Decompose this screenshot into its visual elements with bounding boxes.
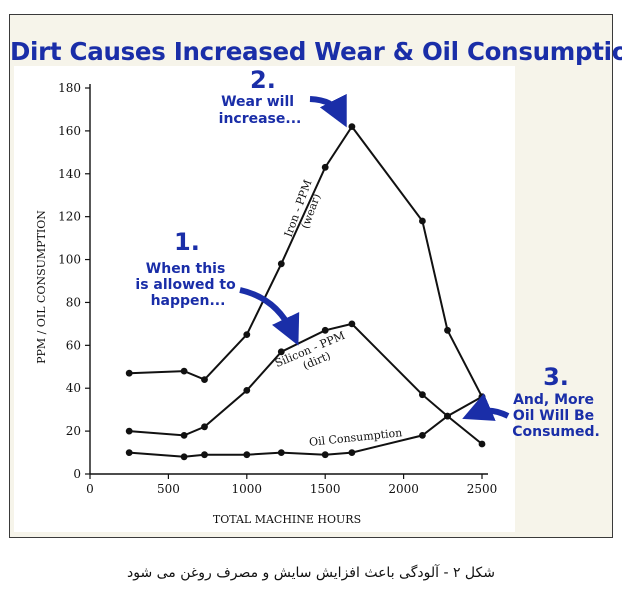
x-tick-label: 500 xyxy=(157,482,180,496)
annotation-2-arrow xyxy=(309,93,347,128)
y-axis-title: PPM / OIL CONSUMPTION xyxy=(35,210,48,364)
data-point-silicon xyxy=(277,348,285,356)
data-point-silicon xyxy=(478,440,486,448)
data-point-silicon xyxy=(201,423,208,431)
series-layer xyxy=(129,124,483,458)
figure-caption: شکل ۲ - آلودگی باعث افزایش سایش و مصرف ر… xyxy=(126,565,495,581)
annotation-1-number: 1. xyxy=(174,228,200,256)
y-tick-label: 0 xyxy=(73,467,81,481)
annotation-1-line1: When this xyxy=(146,261,226,277)
data-point-oil xyxy=(243,451,251,459)
annotation-3-line1: And, More xyxy=(513,392,594,408)
y-tick-label: 120 xyxy=(58,210,81,224)
data-point-iron xyxy=(419,217,426,225)
annotation-1-line2: is allowed to xyxy=(135,277,236,293)
annotation-1-text: When this is allowed to happen... xyxy=(135,261,240,309)
y-tick-label: 140 xyxy=(58,167,81,181)
x-tick-label: 1500 xyxy=(310,482,341,496)
data-point-oil xyxy=(419,432,426,439)
y-tick-label: 100 xyxy=(58,253,81,267)
x-tick-label: 1000 xyxy=(232,482,263,496)
data-point-iron xyxy=(243,331,251,338)
y-tick-label: 180 xyxy=(58,81,81,95)
annotation-3-line2: Oil Will Be xyxy=(513,408,594,424)
annotation-3-line3: Consumed. xyxy=(512,424,600,440)
x-axis-title: TOTAL MACHINE HOURS xyxy=(213,513,361,526)
data-point-silicon xyxy=(348,320,356,328)
annotation-3-arrow xyxy=(462,393,510,421)
x-tick-label: 2000 xyxy=(388,482,419,496)
data-point-iron xyxy=(201,376,208,383)
y-tick-label: 20 xyxy=(66,424,81,438)
data-point-oil xyxy=(277,449,285,456)
chart-title: Dirt Causes Increased Wear & Oil Consump… xyxy=(10,37,622,66)
annotation-2-text: Wear will increase... xyxy=(219,94,302,127)
data-point-oil xyxy=(180,453,188,461)
series-line-oil xyxy=(129,395,483,458)
data-point-iron xyxy=(180,367,188,375)
series-line-iron xyxy=(129,124,483,398)
annotation-1-arrow xyxy=(239,287,300,346)
axes: 0 20 40 60 80 100 120 140 160 180 0 500 1000 1500 2000… xyxy=(58,81,497,496)
data-point-silicon xyxy=(243,387,251,394)
annotation-3-number: 3. xyxy=(543,363,569,391)
data-point-silicon xyxy=(419,391,426,399)
annotation-2-line1: Wear will xyxy=(221,94,294,110)
data-point-silicon xyxy=(125,427,133,435)
data-point-iron xyxy=(125,369,133,377)
y-tick-label: 80 xyxy=(66,295,81,309)
x-tick-label: 2500 xyxy=(467,482,498,496)
data-point-iron xyxy=(444,326,451,334)
y-tick-label: 160 xyxy=(58,124,81,138)
data-point-iron xyxy=(277,260,285,268)
annotation-2-number: 2. xyxy=(250,66,276,94)
data-point-oil xyxy=(125,449,133,456)
series-line-silicon xyxy=(129,322,483,445)
data-point-silicon xyxy=(321,326,329,334)
data-point-silicon xyxy=(180,432,188,439)
data-point-oil xyxy=(444,412,451,420)
points-layer xyxy=(125,123,486,461)
data-point-iron xyxy=(348,123,356,130)
data-point-oil xyxy=(321,451,329,459)
annotation-3-text: And, More Oil Will Be Consumed. xyxy=(512,392,600,440)
annotation-2-line2: increase... xyxy=(219,111,302,127)
y-tick-label: 40 xyxy=(66,381,81,395)
x-tick-label: 0 xyxy=(86,482,94,496)
annotation-1-line3: happen... xyxy=(151,293,226,309)
data-point-iron xyxy=(321,163,329,171)
data-point-oil xyxy=(478,393,486,401)
y-tick-label: 60 xyxy=(66,338,81,352)
data-point-oil xyxy=(348,449,356,456)
data-point-oil xyxy=(201,451,208,459)
